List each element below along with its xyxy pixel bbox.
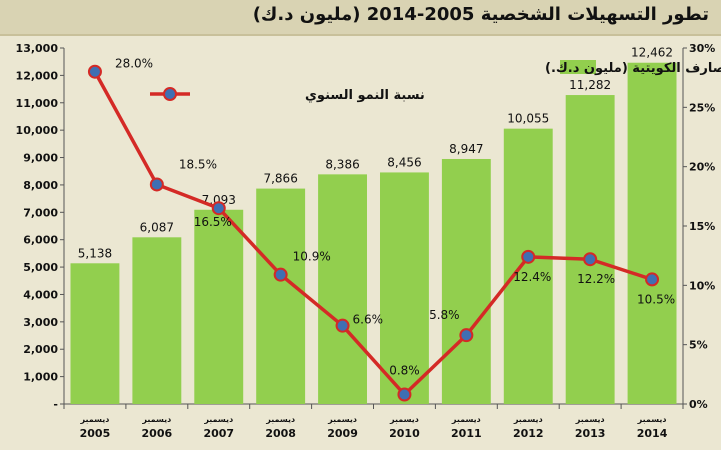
left-tick-label: 5,000 [23,261,58,274]
bar-value-label: 7,866 [263,172,297,186]
title-bar: تطور التسهيلات الشخصية 2005-2014 (مليون … [0,0,721,36]
left-tick-label: 9,000 [23,152,58,165]
bar-value-label: 12,462 [631,46,673,60]
legend-swatch-marker [163,87,177,101]
x-tick-year-label: 2011 [451,427,482,440]
growth-value-label: 6.6% [353,313,384,327]
x-tick-year-label: 2008 [265,427,296,440]
bar-value-label: 11,282 [569,78,611,92]
left-tick-label: 7,000 [23,206,58,219]
x-tick-year-label: 2010 [389,427,420,440]
legend-swatch-bar [560,60,596,74]
right-tick-label: 20% [689,161,715,174]
right-tick-label: 30% [689,42,715,55]
x-tick-month-label: ديسمبر [141,415,171,424]
left-tick-label: 4,000 [23,288,58,301]
growth-point [273,267,288,282]
x-tick-year-label: 2005 [80,427,111,440]
bar [318,174,368,404]
x-tick-month-label: ديسمبر [80,415,110,424]
bar [503,128,553,404]
x-tick-month-label: ديسمبر [513,415,543,424]
bar-value-label: 8,456 [387,155,421,169]
bar [627,62,677,405]
right-tick-label: 25% [689,101,715,114]
left-tick-label: 13,000 [16,42,59,55]
x-tick-month-label: ديسمبر [575,415,605,424]
bar-value-label: 6,087 [140,220,174,234]
x-tick-year-label: 2007 [203,427,234,440]
bar [565,95,615,405]
growth-point [149,177,164,192]
x-tick-year-label: 2006 [142,427,173,440]
legend-label-bar: التسهيلات الشخصية المقدمة من المصارف الك… [545,61,721,76]
x-tick-year-label: 2012 [513,427,544,440]
x-tick-year-label: 2013 [575,427,606,440]
chart-title: تطور التسهيلات الشخصية 2005-2014 (مليون … [252,4,709,25]
x-tick-year-label: 2009 [327,427,358,440]
growth-point [211,201,226,216]
x-tick-month-label: ديسمبر [203,415,233,424]
x-tick-month-label: ديسمبر [389,415,419,424]
growth-value-label: 12.2% [577,272,615,286]
left-tick-label: 2,000 [23,343,58,356]
growth-value-label: 16.5% [194,215,232,229]
bar [379,172,429,404]
left-tick-label: 10,000 [16,124,59,137]
growth-value-label: 0.8% [389,364,420,378]
bar [256,188,306,404]
growth-point [645,272,660,287]
growth-point [335,318,350,333]
growth-value-label: 10.9% [293,250,331,264]
right-tick-label: 0% [689,398,708,411]
right-tick-label: 5% [689,339,708,352]
growth-value-label: 12.4% [513,270,551,284]
bar [70,263,120,404]
growth-point [583,252,598,267]
growth-line [93,70,653,397]
bar [132,237,182,404]
right-tick-label: 10% [689,279,715,292]
bar-value-label: 8,947 [449,142,483,156]
growth-value-label: 28.0% [115,57,153,71]
growth-value-label: 18.5% [179,157,217,171]
growth-point [397,387,412,402]
right-tick-label: 15% [689,220,715,233]
x-tick-month-label: ديسمبر [451,415,481,424]
bar [194,209,244,404]
left-tick-label: 8,000 [23,179,58,192]
bar-value-label: 10,055 [507,112,549,126]
growth-value-label: 5.8% [429,308,460,322]
growth-point [521,249,536,264]
left-tick-label: 11,000 [16,97,59,110]
x-tick-month-label: ديسمبر [327,415,357,424]
bar [441,158,491,404]
growth-point [87,64,102,79]
left-tick-label: 12,000 [16,69,59,82]
bar-value-label: 8,386 [325,157,359,171]
growth-value-label: 10.5% [637,292,675,306]
x-tick-month-label: ديسمبر [637,415,667,424]
left-tick-label: 6,000 [23,234,58,247]
left-tick-label: - [53,398,58,411]
x-tick-year-label: 2014 [637,427,668,440]
bar-value-label: 5,138 [78,246,112,260]
growth-point [459,328,474,343]
left-tick-label: 3,000 [23,316,58,329]
x-tick-month-label: ديسمبر [265,415,295,424]
legend-label-line: نسبة النمو السنوي [305,88,425,103]
left-tick-label: 1,000 [23,371,58,384]
